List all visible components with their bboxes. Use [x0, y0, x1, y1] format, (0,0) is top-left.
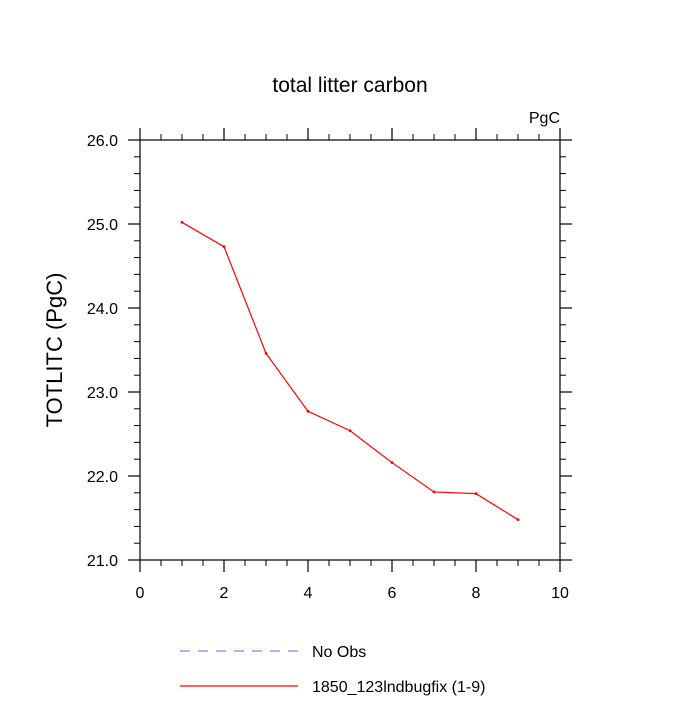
- legend-label-1: 1850_123lndbugfix (1-9): [312, 679, 485, 696]
- series-line-1: [181, 221, 519, 521]
- x-tick-label: 10: [551, 585, 569, 602]
- data-point: [432, 490, 436, 494]
- y-tick-label: 26.0: [87, 133, 118, 150]
- legend-label-0: No Obs: [312, 644, 366, 661]
- x-tick-label: 0: [136, 585, 145, 602]
- y-tick-label: 25.0: [87, 217, 118, 234]
- chart-title: total litter carbon: [272, 74, 427, 97]
- x-tick-label: 8: [472, 585, 481, 602]
- plot-area: 0 2 4 6 8 10 21.0 22.0 23.0 24.0 25.0 26.0: [87, 128, 572, 602]
- data-point: [180, 220, 184, 224]
- data-point: [222, 245, 226, 249]
- x-tick-label: 6: [388, 585, 397, 602]
- y-tick-label: 23.0: [87, 385, 118, 402]
- data-point: [264, 351, 268, 355]
- x-tick-label: 4: [304, 585, 313, 602]
- data-point: [390, 461, 394, 464]
- legend: No Obs 1850_123lndbugfix (1-9): [180, 644, 485, 696]
- data-point: [516, 518, 520, 522]
- y-tick-label: 24.0: [87, 301, 118, 318]
- plot-frame: [139, 139, 561, 561]
- y-tick-label: 21.0: [87, 553, 118, 570]
- data-point: [348, 429, 352, 433]
- data-point: [474, 492, 478, 496]
- x-tick-label: 2: [220, 585, 229, 602]
- units-label: PgC: [529, 110, 560, 127]
- data-point: [306, 409, 310, 413]
- y-axis-label: TOTLITC (PgC): [42, 273, 67, 428]
- y-tick-label: 22.0: [87, 469, 118, 486]
